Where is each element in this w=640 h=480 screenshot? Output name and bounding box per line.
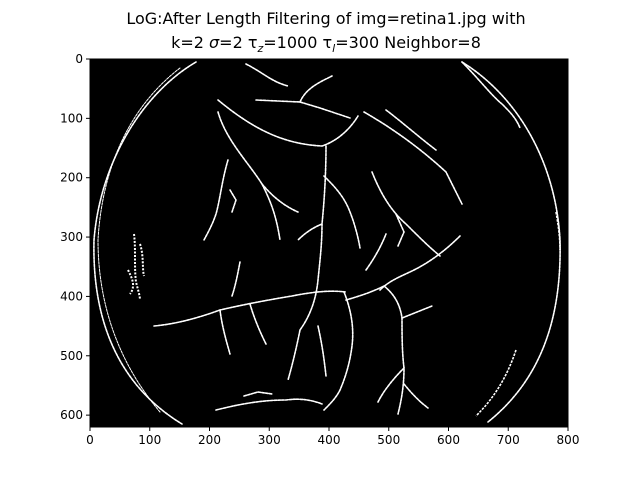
y-tick-label: 400 <box>60 289 83 303</box>
vessel-lower-middle-branch-1 <box>317 325 327 377</box>
vessel-top-branch-1 <box>299 75 333 103</box>
chart-title-line1: LoG:After Length Filtering of img=retina… <box>126 9 525 28</box>
retina-boundary-left-inner <box>97 67 181 413</box>
vessel-central-branch-1 <box>323 175 361 249</box>
title-tau-l: τ <box>322 33 332 52</box>
vessel-bottom-2 <box>243 391 273 397</box>
x-tick-label: 300 <box>258 433 281 447</box>
x-tick-label: 500 <box>377 433 400 447</box>
vessel-top-right-3 <box>461 61 521 129</box>
y-tick-label: 500 <box>60 349 83 363</box>
title-tau-z-value: =1000 <box>263 33 322 52</box>
vessel-lower-right-branch-2 <box>377 367 405 403</box>
vessel-central-trunk <box>299 145 327 331</box>
vessel-left-blob-stroke-3 <box>139 243 145 277</box>
title-k: k=2 <box>171 33 209 52</box>
vessel-right-mid-1 <box>371 171 441 257</box>
retina-boundary-right <box>461 61 561 423</box>
title-tau-l-sub: l <box>332 42 335 55</box>
title-sigma-value: =2 <box>219 33 248 52</box>
vessel-lower-left-branch-1 <box>219 309 231 355</box>
title-tau-l-value: =300 Neighbor=8 <box>335 33 481 52</box>
vessel-lower-middle-main <box>323 291 354 411</box>
vessel-right-mid-2 <box>379 235 461 291</box>
vessel-left-blob-stroke-1 <box>133 233 141 301</box>
image-area <box>90 59 568 427</box>
vessel-lower-right-branch-4 <box>365 233 387 271</box>
vessel-bottom-1 <box>215 398 323 411</box>
vessel-left-blob <box>127 233 145 301</box>
x-tick-label: 800 <box>557 433 580 447</box>
vessel-lower-right-branch-3 <box>403 383 429 409</box>
vessel-top-right-1 <box>363 111 463 205</box>
title-tau-z-sub: z <box>256 42 263 55</box>
vessel-bottom-right-arc <box>475 349 517 417</box>
vessel-top-arc <box>217 99 359 147</box>
retina-boundary-left <box>93 61 197 425</box>
vessel-left-branch-1 <box>203 159 229 241</box>
x-tick-label: 700 <box>497 433 520 447</box>
vessel-top-right-2 <box>385 109 437 151</box>
title-sigma: σ <box>209 33 220 52</box>
vessel-lower-left-branch-2 <box>249 303 267 345</box>
vessel-lower-left-branch-3 <box>231 261 241 297</box>
vessel-top-branch-2 <box>245 63 289 87</box>
y-tick-label: 0 <box>75 52 83 66</box>
y-axis: 0 100 200 300 400 500 600 <box>60 52 90 422</box>
y-tick-label: 300 <box>60 230 83 244</box>
x-tick-label: 100 <box>138 433 161 447</box>
vessel-lower-right-main <box>383 285 405 415</box>
vessel-top-horizontal <box>255 99 351 119</box>
vessel-lower-right-branch-1 <box>401 305 433 319</box>
vessel-lower-left-main <box>153 290 347 327</box>
y-tick-label: 600 <box>60 408 83 422</box>
image-background <box>90 59 568 427</box>
y-tick-label: 200 <box>60 171 83 185</box>
x-tick-label: 200 <box>198 433 221 447</box>
y-tick-label: 100 <box>60 111 83 125</box>
vessel-lower-middle-branch-2 <box>287 329 301 381</box>
vessel-bottom-right <box>475 211 561 417</box>
vessel-left-branch-3 <box>229 189 237 213</box>
x-tick-label: 600 <box>437 433 460 447</box>
x-tick-label: 0 <box>86 433 94 447</box>
vessel-left-branch-2 <box>261 183 299 213</box>
vessel-central-branch-2 <box>297 223 323 241</box>
vessel-mask <box>93 61 561 425</box>
x-tick-label: 400 <box>318 433 341 447</box>
title-tau-z: τ <box>248 33 258 52</box>
x-axis: 0 100 200 300 400 500 600 700 800 <box>86 427 579 447</box>
vessel-right-mid-3 <box>395 213 405 247</box>
chart-title-line2: k=2 σ=2 τz=1000 τl=300 Neighbor=8 <box>171 33 481 55</box>
vessel-bottom-right-small <box>555 211 561 251</box>
vessel-lower-middle-branch-3 <box>345 285 385 301</box>
